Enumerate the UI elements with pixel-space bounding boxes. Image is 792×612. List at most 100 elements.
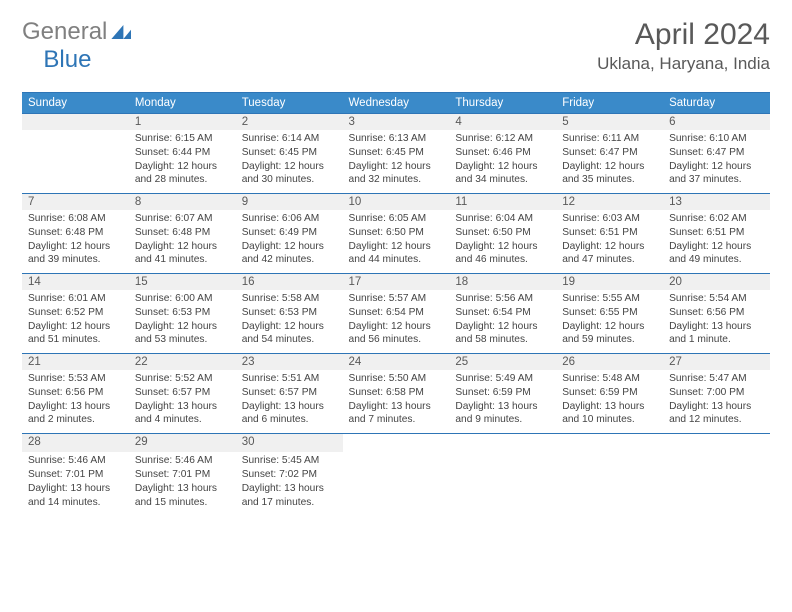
sunrise-line: Sunrise: 5:52 AM [135,372,230,386]
day-body-cell: Sunrise: 6:03 AMSunset: 6:51 PMDaylight:… [556,210,663,274]
sunrise-line: Sunrise: 6:11 AM [562,132,657,146]
location: Uklana, Haryana, India [597,54,770,74]
daylight-line: Daylight: 12 hours and 46 minutes. [455,240,550,268]
daylight-line: Daylight: 13 hours and 1 minute. [669,320,764,348]
day-body-cell: Sunrise: 5:54 AMSunset: 6:56 PMDaylight:… [663,290,770,354]
sunset-line: Sunset: 6:45 PM [349,146,444,160]
sunset-line: Sunset: 6:48 PM [135,226,230,240]
body-row: Sunrise: 6:15 AMSunset: 6:44 PMDaylight:… [22,130,770,194]
sunset-line: Sunset: 6:56 PM [28,386,123,400]
daylight-line: Daylight: 12 hours and 58 minutes. [455,320,550,348]
sunset-line: Sunset: 6:51 PM [669,226,764,240]
day-body-cell: Sunrise: 6:10 AMSunset: 6:47 PMDaylight:… [663,130,770,194]
day-number-cell: 13 [663,194,770,211]
day-body-cell: Sunrise: 5:58 AMSunset: 6:53 PMDaylight:… [236,290,343,354]
sunset-line: Sunset: 7:02 PM [242,468,337,482]
weekday-header-row: Sunday Monday Tuesday Wednesday Thursday… [22,93,770,114]
day-number-cell: 27 [663,354,770,371]
sunrise-line: Sunrise: 6:15 AM [135,132,230,146]
weekday-header: Thursday [449,93,556,114]
daylight-line: Daylight: 12 hours and 51 minutes. [28,320,123,348]
day-number-cell [449,434,556,453]
logo-text-blue: Blue [43,46,91,74]
daynum-row: 78910111213 [22,194,770,211]
sunrise-line: Sunrise: 5:54 AM [669,292,764,306]
sunrise-line: Sunrise: 5:46 AM [135,454,230,468]
day-number-cell: 9 [236,194,343,211]
day-number: 14 [22,274,129,290]
day-number: 28 [22,434,129,450]
daylight-line: Daylight: 12 hours and 37 minutes. [669,160,764,188]
day-number: 27 [663,354,770,370]
day-number: 19 [556,274,663,290]
daylight-line: Daylight: 12 hours and 47 minutes. [562,240,657,268]
day-number: 29 [129,434,236,450]
day-number: 13 [663,194,770,210]
day-body-cell: Sunrise: 5:45 AMSunset: 7:02 PMDaylight:… [236,452,343,515]
day-number-cell [343,434,450,453]
day-body-cell: Sunrise: 5:52 AMSunset: 6:57 PMDaylight:… [129,370,236,434]
month-title: April 2024 [597,18,770,52]
day-body-cell: Sunrise: 5:49 AMSunset: 6:59 PMDaylight:… [449,370,556,434]
day-body-cell: Sunrise: 6:02 AMSunset: 6:51 PMDaylight:… [663,210,770,274]
sunrise-line: Sunrise: 5:57 AM [349,292,444,306]
day-number-cell: 15 [129,274,236,291]
day-number-cell: 8 [129,194,236,211]
sunrise-line: Sunrise: 5:46 AM [28,454,123,468]
daylight-line: Daylight: 13 hours and 7 minutes. [349,400,444,428]
sunrise-line: Sunrise: 6:06 AM [242,212,337,226]
daylight-line: Daylight: 12 hours and 30 minutes. [242,160,337,188]
day-number-cell: 26 [556,354,663,371]
sunrise-line: Sunrise: 6:02 AM [669,212,764,226]
day-number-cell: 5 [556,114,663,131]
daylight-line: Daylight: 12 hours and 28 minutes. [135,160,230,188]
day-number: 16 [236,274,343,290]
day-number-cell: 17 [343,274,450,291]
day-body-cell: Sunrise: 5:57 AMSunset: 6:54 PMDaylight:… [343,290,450,354]
sunrise-line: Sunrise: 6:07 AM [135,212,230,226]
day-body-cell: Sunrise: 6:08 AMSunset: 6:48 PMDaylight:… [22,210,129,274]
sunrise-line: Sunrise: 5:45 AM [242,454,337,468]
day-number-cell: 24 [343,354,450,371]
title-block: April 2024 Uklana, Haryana, India [597,18,770,74]
daylight-line: Daylight: 12 hours and 59 minutes. [562,320,657,348]
day-body-cell: Sunrise: 6:05 AMSunset: 6:50 PMDaylight:… [343,210,450,274]
sunset-line: Sunset: 6:50 PM [455,226,550,240]
logo-text-gray: General [22,18,107,46]
day-body-cell: Sunrise: 5:47 AMSunset: 7:00 PMDaylight:… [663,370,770,434]
sunrise-line: Sunrise: 5:51 AM [242,372,337,386]
daylight-line: Daylight: 13 hours and 17 minutes. [242,482,337,510]
sunset-line: Sunset: 6:55 PM [562,306,657,320]
sunset-line: Sunset: 6:48 PM [28,226,123,240]
sunrise-line: Sunrise: 6:10 AM [669,132,764,146]
weekday-header: Tuesday [236,93,343,114]
day-number: 17 [343,274,450,290]
weekday-header: Sunday [22,93,129,114]
daylight-line: Daylight: 12 hours and 49 minutes. [669,240,764,268]
daynum-row: 123456 [22,114,770,131]
day-number: 21 [22,354,129,370]
day-number: 12 [556,194,663,210]
weekday-header: Monday [129,93,236,114]
day-body-cell: Sunrise: 6:00 AMSunset: 6:53 PMDaylight:… [129,290,236,354]
day-number-cell [22,114,129,131]
day-body-cell: Sunrise: 5:55 AMSunset: 6:55 PMDaylight:… [556,290,663,354]
daylight-line: Daylight: 13 hours and 9 minutes. [455,400,550,428]
day-number: 6 [663,114,770,130]
sunrise-line: Sunrise: 6:04 AM [455,212,550,226]
day-body-cell: Sunrise: 6:14 AMSunset: 6:45 PMDaylight:… [236,130,343,194]
daylight-line: Daylight: 12 hours and 32 minutes. [349,160,444,188]
daynum-row: 21222324252627 [22,354,770,371]
sunset-line: Sunset: 6:56 PM [669,306,764,320]
day-body-cell [556,452,663,515]
day-body-cell: Sunrise: 5:56 AMSunset: 6:54 PMDaylight:… [449,290,556,354]
sunrise-line: Sunrise: 5:58 AM [242,292,337,306]
daynum-row: 14151617181920 [22,274,770,291]
day-number-cell: 14 [22,274,129,291]
day-number-cell: 28 [22,434,129,453]
day-body-cell [449,452,556,515]
sunset-line: Sunset: 6:59 PM [455,386,550,400]
sunset-line: Sunset: 6:44 PM [135,146,230,160]
daylight-line: Daylight: 12 hours and 35 minutes. [562,160,657,188]
sunrise-line: Sunrise: 6:14 AM [242,132,337,146]
